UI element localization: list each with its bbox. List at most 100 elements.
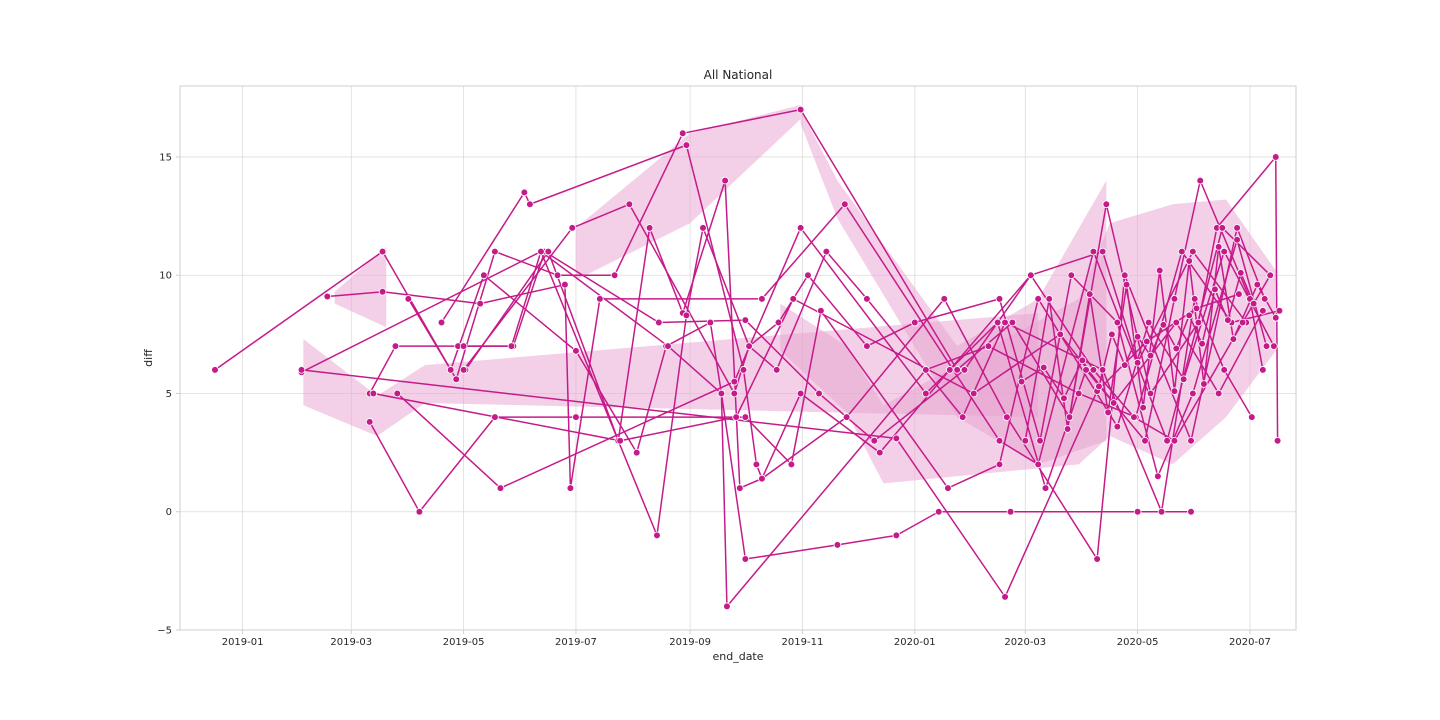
data-point (1262, 342, 1271, 350)
x-axis-ticks: 2019-01 2019-03 2019-05 2019-07 2019-09 2019-… (222, 630, 1271, 648)
data-point (796, 224, 805, 232)
data-point (1155, 266, 1164, 275)
data-point (1143, 337, 1151, 346)
data-point (723, 602, 731, 611)
data-point (699, 224, 707, 232)
data-point (537, 247, 545, 256)
data-point (1146, 389, 1155, 398)
data-point (1220, 366, 1228, 374)
data-point (1095, 382, 1103, 391)
data-point (1067, 271, 1076, 280)
data-point (391, 342, 400, 350)
data-point (796, 389, 805, 398)
data-point (1078, 356, 1087, 365)
data-point (452, 375, 461, 384)
data-point (378, 247, 387, 256)
data-point (664, 342, 672, 350)
data-point (378, 287, 387, 296)
x-tick-label: 2020-07 (1229, 637, 1271, 648)
data-point (892, 531, 901, 540)
data-point (1190, 295, 1199, 303)
data-point (833, 541, 842, 549)
data-point (995, 436, 1004, 445)
data-point (1189, 247, 1197, 256)
data-point (1266, 271, 1275, 280)
data-point (944, 484, 952, 492)
data-point (1233, 224, 1241, 232)
series-line (464, 179, 1266, 560)
data-point (1172, 344, 1181, 353)
data-point (774, 318, 783, 327)
data-point (717, 389, 726, 398)
data-point (1273, 436, 1282, 445)
data-point (752, 460, 761, 469)
data-point (297, 366, 306, 374)
x-tick-label: 2019-05 (443, 637, 485, 648)
data-point (934, 507, 943, 516)
data-point (922, 389, 930, 398)
data-point (616, 436, 624, 445)
data-point (393, 389, 402, 398)
data-point (1133, 332, 1142, 341)
data-point (596, 295, 604, 303)
data-point (1120, 361, 1129, 369)
data-point (787, 460, 796, 469)
data-point (1214, 243, 1223, 251)
data-point (459, 366, 468, 374)
data-point (678, 129, 687, 138)
data-point (437, 318, 446, 327)
data-point (1003, 413, 1011, 421)
data-point (365, 418, 374, 426)
data-point (1189, 389, 1197, 398)
data-point (789, 295, 798, 303)
data-point (655, 318, 663, 327)
data-point (1260, 295, 1269, 303)
data-point (1170, 295, 1179, 303)
data-point (910, 318, 919, 327)
data-point (1045, 295, 1054, 303)
data-point (1074, 389, 1083, 398)
data-point (572, 413, 580, 421)
data-point (1001, 593, 1009, 601)
x-tick-label: 2020-03 (1004, 637, 1046, 648)
y-tick-label: 0 (166, 507, 172, 518)
data-point (1120, 271, 1129, 280)
data-point (568, 224, 577, 232)
x-tick-label: 2019-01 (222, 637, 264, 648)
data-point (561, 280, 569, 289)
data-point (1187, 436, 1195, 445)
data-point (632, 448, 641, 457)
data-point (995, 295, 1004, 303)
data-point (526, 200, 534, 209)
data-point (732, 413, 740, 421)
data-point (1017, 377, 1026, 386)
data-point (507, 342, 516, 350)
data-point (842, 413, 851, 421)
data-point (1198, 340, 1206, 348)
data-point (566, 484, 575, 492)
data-point (1271, 313, 1280, 322)
data-point (815, 389, 823, 398)
data-point (1163, 436, 1171, 445)
data-point (446, 366, 455, 374)
series-line (440, 144, 1271, 480)
data-point (741, 413, 750, 421)
data-point (1039, 363, 1048, 372)
data-point (1089, 366, 1098, 374)
data-point (1130, 413, 1138, 421)
data-point (772, 366, 781, 374)
data-point (822, 247, 831, 256)
data-point (922, 366, 930, 374)
data-point (1249, 299, 1258, 308)
data-point (480, 271, 488, 280)
data-point (953, 366, 961, 374)
data-point (1194, 318, 1203, 327)
data-point (892, 434, 901, 443)
data-point (1192, 304, 1201, 313)
data-point (645, 224, 654, 232)
data-point (1008, 318, 1017, 327)
data-point (1093, 555, 1101, 563)
data-point (876, 448, 884, 457)
data-point (520, 188, 529, 197)
data-point (1154, 472, 1162, 481)
